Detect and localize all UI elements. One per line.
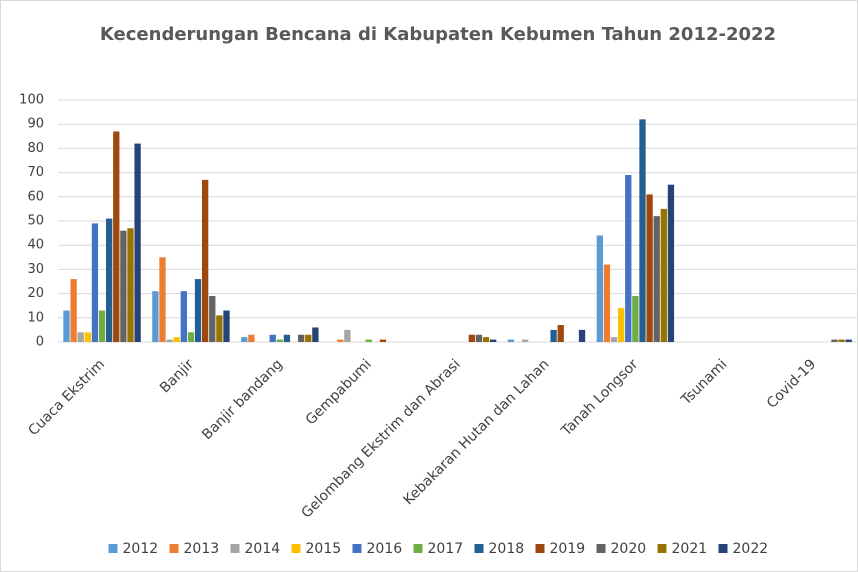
bar	[152, 291, 159, 342]
bar	[173, 337, 180, 342]
bar	[639, 119, 646, 342]
bar	[831, 339, 838, 342]
legend-swatch	[535, 544, 545, 553]
legend-label: 2012	[123, 541, 159, 557]
bar	[187, 332, 195, 342]
legend-label: 2020	[611, 541, 647, 557]
legend-swatch	[657, 544, 667, 553]
bar	[216, 315, 223, 342]
bar	[337, 339, 344, 342]
bar	[134, 143, 141, 342]
legend-swatch	[169, 544, 179, 553]
bar	[468, 334, 475, 342]
bar	[91, 223, 99, 342]
y-tick-label: 40	[27, 238, 44, 253]
bar	[248, 334, 255, 342]
bar	[298, 334, 305, 342]
bar	[838, 339, 845, 342]
legend-label: 2021	[672, 541, 708, 557]
y-tick-label: 0	[36, 335, 44, 350]
bar	[625, 175, 632, 342]
legend-label: 2014	[245, 541, 281, 557]
bar	[120, 230, 127, 342]
bar	[283, 334, 291, 342]
y-tick-label: 90	[27, 117, 44, 132]
y-tick-label: 70	[27, 165, 44, 180]
y-tick-label: 10	[27, 310, 44, 325]
bar	[241, 337, 248, 342]
bar	[550, 329, 557, 342]
legend-label: 2019	[550, 541, 586, 557]
y-tick-label: 60	[27, 189, 44, 204]
legend-swatch	[718, 544, 728, 553]
bar	[180, 291, 187, 342]
bar	[70, 279, 77, 342]
legend-swatch	[108, 544, 118, 553]
bar	[365, 339, 372, 342]
bar	[223, 310, 230, 342]
bar	[660, 208, 667, 342]
bar	[482, 337, 490, 342]
bar	[106, 218, 113, 342]
y-tick-label: 30	[27, 262, 44, 277]
y-tick-label: 20	[27, 286, 44, 301]
bar	[127, 228, 134, 342]
legend-swatch	[596, 544, 606, 553]
legend-label: 2015	[306, 541, 342, 557]
bar	[653, 216, 660, 342]
bar	[618, 308, 625, 342]
bar	[159, 257, 166, 342]
legend-label: 2022	[733, 541, 769, 557]
bar	[269, 334, 276, 342]
bar	[557, 325, 564, 342]
bar	[344, 329, 351, 342]
bar	[490, 339, 497, 342]
bar	[522, 339, 529, 342]
legend-swatch	[230, 544, 240, 553]
bar	[578, 329, 586, 342]
bar	[84, 332, 91, 342]
bar	[603, 264, 611, 342]
bar	[507, 339, 515, 342]
legend-label: 2013	[184, 541, 220, 557]
legend-label: 2018	[489, 541, 525, 557]
bar	[475, 334, 483, 342]
y-tick-label: 80	[27, 141, 44, 156]
bar	[667, 184, 675, 342]
bar	[63, 310, 70, 342]
bar	[194, 279, 202, 342]
y-tick-label: 50	[27, 214, 44, 229]
bar	[845, 339, 852, 342]
bar	[610, 337, 618, 342]
chart-title: Kecenderungan Bencana di Kabupaten Kebum…	[100, 24, 776, 45]
bar	[77, 332, 84, 342]
bar	[276, 339, 283, 342]
legend-swatch	[474, 544, 484, 553]
bar	[202, 179, 209, 342]
y-tick-label: 100	[19, 93, 44, 108]
legend-label: 2017	[428, 541, 464, 557]
legend-label: 2016	[367, 541, 403, 557]
bar	[379, 339, 387, 342]
bar	[646, 194, 653, 342]
legend-swatch	[413, 544, 423, 553]
bar	[166, 339, 173, 342]
bar	[596, 235, 603, 342]
legend-swatch	[352, 544, 362, 553]
bar	[98, 310, 106, 342]
legend-swatch	[291, 544, 301, 553]
bar	[312, 327, 319, 342]
bar	[632, 296, 639, 342]
bar	[209, 296, 216, 342]
bar	[113, 131, 120, 342]
bar	[305, 334, 312, 342]
